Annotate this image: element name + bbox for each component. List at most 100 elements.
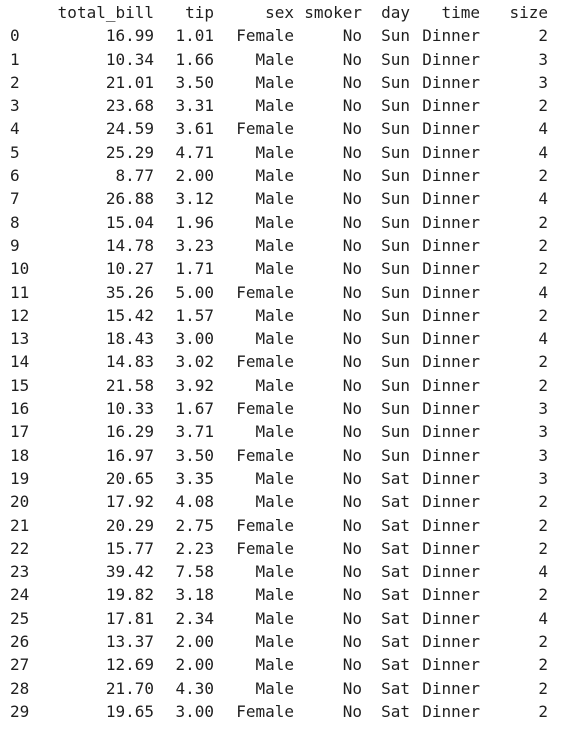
row-index: 10: [10, 259, 30, 279]
smoker-cell: No: [342, 212, 362, 232]
smoker-cell: No: [342, 515, 362, 535]
sex-cell: Male: [255, 49, 294, 69]
table-row: 10 10.27 1.71 Male No Sun Dinner 2: [10, 257, 548, 280]
day-cell: Sun: [381, 422, 410, 442]
total-bill-cell: 14.78: [105, 235, 154, 255]
time-cell: Dinner: [422, 282, 480, 302]
sex-cell: Female: [236, 352, 294, 372]
total-bill-cell: 16.97: [105, 445, 154, 465]
total-bill-cell: 15.77: [105, 538, 154, 558]
day-cell: Sun: [381, 305, 410, 325]
time-cell: Dinner: [422, 26, 480, 46]
total-bill-cell: 19.65: [105, 701, 154, 721]
sex-cell: Male: [255, 72, 294, 92]
tip-cell: 1.57: [175, 305, 214, 325]
column-header-sex: sex: [265, 3, 294, 22]
smoker-cell: No: [342, 375, 362, 395]
table-row: 0 16.99 1.01 Female No Sun Dinner 2: [10, 24, 548, 47]
time-cell: Dinner: [422, 538, 480, 558]
total-bill-cell: 12.69: [105, 655, 154, 675]
day-cell: Sat: [381, 608, 410, 628]
smoker-cell: No: [342, 305, 362, 325]
tip-cell: 2.00: [175, 166, 214, 186]
day-cell: Sun: [381, 49, 410, 69]
day-cell: Sat: [381, 562, 410, 582]
time-cell: Dinner: [422, 678, 480, 698]
table-row: 20 17.92 4.08 Male No Sat Dinner 2: [10, 490, 548, 513]
sex-cell: Male: [255, 375, 294, 395]
sex-cell: Female: [236, 282, 294, 302]
smoker-cell: No: [342, 538, 362, 558]
table-row: 28 21.70 4.30 Male No Sat Dinner 2: [10, 677, 548, 700]
size-cell: 2: [538, 492, 548, 512]
size-cell: 2: [538, 235, 548, 255]
total-bill-cell: 26.88: [105, 189, 154, 209]
time-cell: Dinner: [422, 422, 480, 442]
smoker-cell: No: [342, 399, 362, 419]
tip-cell: 3.50: [175, 72, 214, 92]
table-row: 22 15.77 2.23 Female No Sat Dinner 2: [10, 537, 548, 560]
day-cell: Sun: [381, 96, 410, 116]
sex-cell: Male: [255, 96, 294, 116]
tip-cell: 3.71: [175, 422, 214, 442]
smoker-cell: No: [342, 329, 362, 349]
total-bill-cell: 10.34: [105, 49, 154, 69]
day-cell: Sun: [381, 119, 410, 139]
row-index: 19: [10, 468, 30, 488]
tip-cell: 1.71: [175, 259, 214, 279]
sex-cell: Female: [236, 399, 294, 419]
tip-cell: 3.23: [175, 235, 214, 255]
size-cell: 2: [538, 585, 548, 605]
row-index: 0: [10, 26, 20, 46]
table-row: 5 25.29 4.71 Male No Sun Dinner 4: [10, 141, 548, 164]
day-cell: Sat: [381, 632, 410, 652]
size-cell: 3: [538, 399, 548, 419]
row-index: 9: [10, 235, 20, 255]
size-cell: 4: [538, 119, 548, 139]
sex-cell: Female: [236, 26, 294, 46]
time-cell: Dinner: [422, 399, 480, 419]
table-row: 16 10.33 1.67 Female No Sun Dinner 3: [10, 397, 548, 420]
total-bill-cell: 10.33: [105, 399, 154, 419]
smoker-cell: No: [342, 49, 362, 69]
total-bill-cell: 21.58: [105, 375, 154, 395]
day-cell: Sun: [381, 352, 410, 372]
sex-cell: Male: [255, 585, 294, 605]
time-cell: Dinner: [422, 119, 480, 139]
size-cell: 2: [538, 96, 548, 116]
time-cell: Dinner: [422, 655, 480, 675]
day-cell: Sat: [381, 655, 410, 675]
sex-cell: Male: [255, 329, 294, 349]
total-bill-cell: 18.43: [105, 329, 154, 349]
day-cell: Sat: [381, 701, 410, 721]
size-cell: 2: [538, 515, 548, 535]
tip-cell: 1.66: [175, 49, 214, 69]
sex-cell: Female: [236, 445, 294, 465]
sex-cell: Female: [236, 515, 294, 535]
column-header-smoker: smoker: [304, 3, 362, 22]
time-cell: Dinner: [422, 72, 480, 92]
tip-cell: 3.12: [175, 189, 214, 209]
row-index: 12: [10, 305, 30, 325]
total-bill-cell: 39.42: [105, 562, 154, 582]
table-row: 14 14.83 3.02 Female No Sun Dinner 2: [10, 350, 548, 373]
tip-cell: 4.71: [175, 142, 214, 162]
total-bill-cell: 14.83: [105, 352, 154, 372]
smoker-cell: No: [342, 632, 362, 652]
total-bill-cell: 16.29: [105, 422, 154, 442]
row-index: 6: [10, 166, 20, 186]
sex-cell: Male: [255, 608, 294, 628]
size-cell: 2: [538, 632, 548, 652]
day-cell: Sun: [381, 445, 410, 465]
smoker-cell: No: [342, 235, 362, 255]
row-index: 13: [10, 329, 30, 349]
sex-cell: Male: [255, 632, 294, 652]
size-cell: 4: [538, 142, 548, 162]
row-index: 23: [10, 562, 30, 582]
table-row: 19 20.65 3.35 Male No Sat Dinner 3: [10, 467, 548, 490]
tip-cell: 4.30: [175, 678, 214, 698]
row-index: 28: [10, 678, 30, 698]
day-cell: Sun: [381, 189, 410, 209]
day-cell: Sat: [381, 678, 410, 698]
row-index: 27: [10, 655, 30, 675]
